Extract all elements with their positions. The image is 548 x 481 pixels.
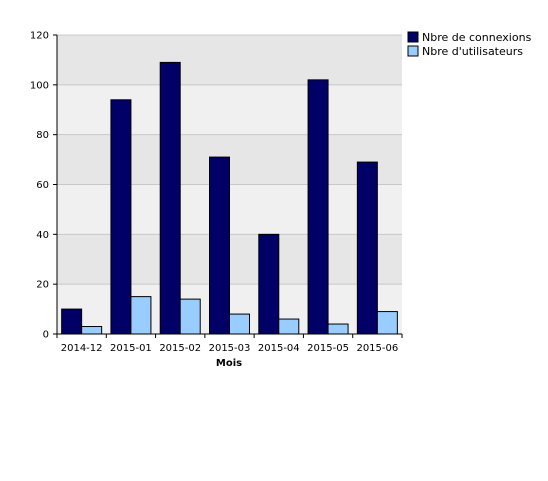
bar-connexions-2015-05 (307, 79, 329, 335)
x-tick-label: 2015-01 (110, 343, 152, 354)
bar-connexions-2015-03 (209, 156, 230, 335)
y-tick-label: 100 (30, 80, 49, 91)
x-tick-label: 2015-04 (258, 343, 300, 354)
bar-utilisateurs-2015-01 (130, 296, 152, 335)
bar-utilisateurs-2015-04 (278, 318, 300, 335)
legend-swatch (407, 31, 419, 43)
plot-band (57, 35, 402, 85)
y-axis-ticks: 0 20 40 60 80 100 120 (30, 31, 57, 341)
legend-label: Nbre d'utilisateurs (422, 45, 523, 58)
bar-connexions-2015-01 (110, 99, 132, 335)
axes (53, 35, 402, 338)
legend-swatch (407, 45, 419, 57)
x-axis-ticks: 2014-12 2015-01 2015-02 2015-03 2015-04 2015-… (56, 334, 403, 354)
x-axis-title: Mois (216, 358, 242, 369)
x-tick-label: 2015-06 (356, 343, 398, 354)
bar-connexions-2014-12 (61, 308, 83, 335)
x-tick-label: 2015-02 (159, 343, 201, 354)
bar-utilisateurs-2015-03 (229, 313, 250, 335)
plot-band (57, 84, 402, 135)
bar-connexions-2015-02 (159, 61, 181, 335)
y-tick-label: 40 (36, 230, 49, 241)
y-tick-label: 80 (36, 130, 49, 141)
x-tick-label: 2014-12 (61, 343, 103, 354)
bar-utilisateurs-2014-12 (81, 326, 103, 335)
y-tick-label: 20 (36, 280, 49, 291)
bar-connexions-2015-06 (356, 161, 378, 335)
y-tick-label: 120 (30, 31, 49, 42)
x-tick-label: 2015-05 (307, 343, 349, 354)
bar-utilisateurs-2015-06 (376, 311, 398, 335)
x-tick-label: 2015-03 (209, 343, 251, 354)
bar-utilisateurs-2015-02 (179, 298, 201, 335)
legend-label: Nbre de connexions (422, 31, 532, 44)
y-tick-label: 60 (36, 180, 49, 191)
bar-utilisateurs-2015-05 (327, 323, 349, 335)
bar-connexions-2015-04 (258, 233, 280, 335)
y-tick-label: 0 (43, 330, 49, 341)
